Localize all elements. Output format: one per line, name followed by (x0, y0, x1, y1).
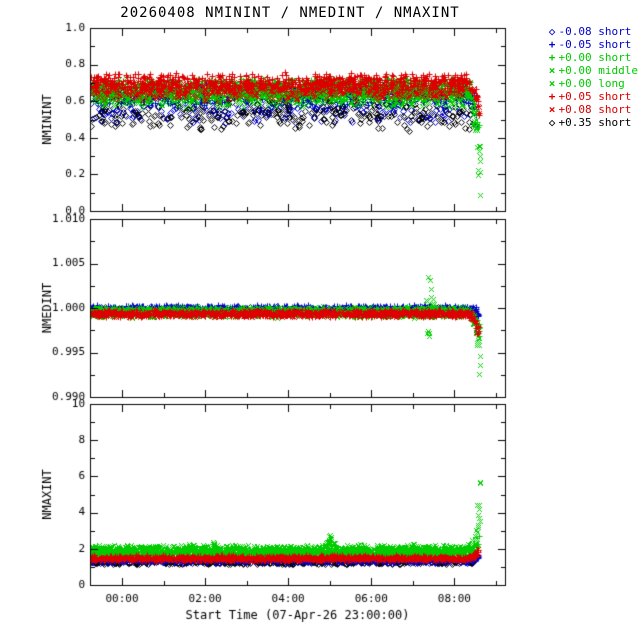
plus-icon: + (548, 38, 556, 51)
cross-icon: × (548, 103, 556, 116)
legend-item: × +0.08 short (546, 103, 638, 116)
legend-item: × +0.00 long (546, 77, 638, 90)
legend-label: -0.05 short (558, 38, 632, 51)
chart-title: 20260408 NMININT / NMEDINT / NMAXINT (120, 5, 460, 21)
legend: ◇ -0.08 short + -0.05 short + +0.00 short × +0.… (546, 25, 638, 129)
legend-label: +0.00 long (558, 77, 625, 90)
legend-item: + +0.00 short (546, 51, 638, 64)
legend-label: +0.08 short (558, 103, 632, 116)
cross-icon: × (548, 77, 556, 90)
legend-item: ◇ -0.08 short (546, 25, 638, 38)
legend-item: ◇ +0.35 short (546, 116, 638, 129)
legend-item: + +0.05 short (546, 90, 638, 103)
legend-label: +0.35 short (558, 116, 632, 129)
diamond-icon: ◇ (548, 25, 556, 38)
diamond-icon: ◇ (548, 116, 556, 129)
plus-icon: + (548, 90, 556, 103)
legend-label: +0.00 middle (558, 64, 638, 77)
legend-item: × +0.00 middle (546, 64, 638, 77)
legend-item: + -0.05 short (546, 38, 638, 51)
legend-label: +0.00 short (558, 51, 632, 64)
legend-label: -0.08 short (558, 25, 632, 38)
cross-icon: × (548, 64, 556, 77)
legend-label: +0.05 short (558, 90, 632, 103)
plus-icon: + (548, 51, 556, 64)
